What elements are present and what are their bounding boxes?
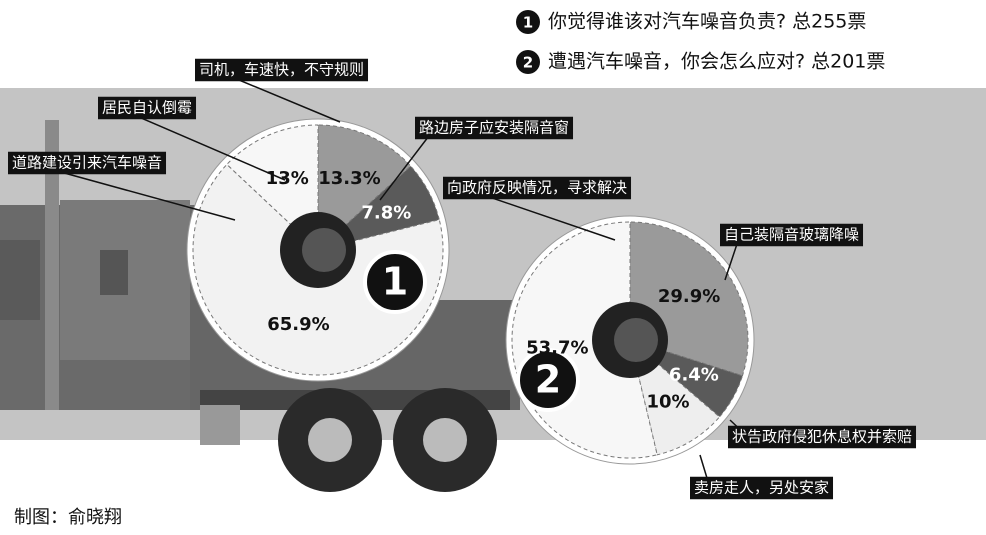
callout-label: 卖房走人，另处安家	[694, 479, 829, 497]
value-label: 6.4%	[669, 365, 719, 386]
callout-label: 居民自认倒霉	[102, 99, 192, 117]
callout: 自己装隔音玻璃降噪	[720, 224, 863, 247]
callout: 卖房走人，另处安家	[690, 477, 833, 500]
callout-label: 向政府反映情况，寻求解决	[447, 179, 627, 197]
callout: 司机，车速快，不守规则	[195, 59, 368, 82]
callout-label: 路边房子应安装隔音窗	[419, 119, 569, 137]
infographic: 制图：俞晓翔 1 你觉得谁该对汽车噪音负责? 总255票 1 13.3% 司机，车速快，…	[0, 0, 986, 535]
chart-title: 你觉得谁该对汽车噪音负责? 总255票	[548, 11, 866, 33]
page: 制图：俞晓翔 1 你觉得谁该对汽车噪音负责? 总255票 1 13.3% 司机，车速快，…	[0, 0, 986, 535]
callout-label: 自己装隔音玻璃降噪	[724, 226, 859, 244]
value-label: 29.9%	[658, 286, 720, 307]
pie-badge-number: 2	[535, 358, 561, 402]
speaker-cone	[302, 228, 346, 272]
title-badge-number: 1	[523, 14, 533, 32]
value-label: 65.9%	[267, 314, 329, 335]
callout: 状告政府侵犯休息权并索赔	[728, 426, 916, 449]
credit: 制图：俞晓翔	[14, 507, 122, 528]
callout: 居民自认倒霉	[98, 97, 196, 120]
callout: 路边房子应安装隔音窗	[415, 117, 573, 140]
value-label: 7.8%	[361, 203, 411, 224]
value-label: 13%	[266, 168, 309, 189]
pie-badge-number: 1	[382, 260, 408, 304]
chart-title: 遭遇汽车噪音，你会怎么应对? 总201票	[548, 51, 885, 73]
callout-label: 司机，车速快，不守规则	[199, 61, 364, 79]
title-badge-number: 2	[523, 54, 533, 72]
callout: 道路建设引来汽车噪音	[8, 152, 166, 175]
callout-label: 状告政府侵犯休息权并索赔	[732, 428, 912, 446]
callout: 向政府反映情况，寻求解决	[443, 177, 631, 200]
value-label: 10%	[646, 391, 689, 412]
speaker-cone	[614, 318, 658, 362]
value-label: 13.3%	[318, 168, 380, 189]
callout-label: 道路建设引来汽车噪音	[12, 154, 162, 172]
value-label: 53.7%	[526, 337, 588, 358]
